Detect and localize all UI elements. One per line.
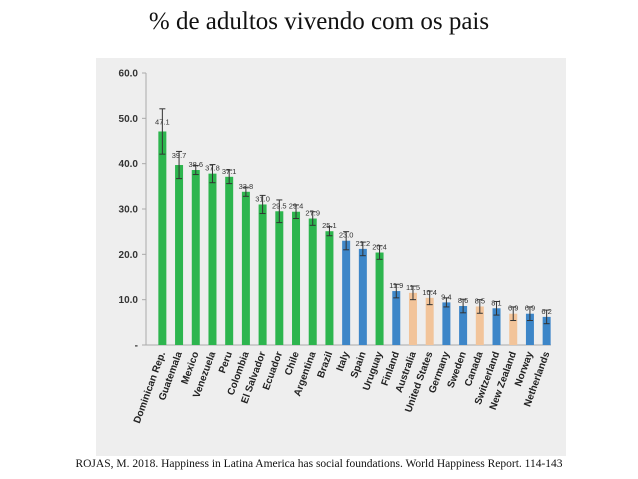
data-label: 31.0 — [255, 194, 270, 203]
data-label: 8.1 — [491, 298, 501, 307]
chart-panel: -10.0 20.0 30.0 40.0 50.0 60.0 47.1 Dominican R… — [96, 58, 566, 456]
data-label: 21.2 — [356, 239, 371, 248]
bar — [459, 306, 468, 345]
bar — [292, 211, 301, 345]
bar — [425, 297, 434, 345]
data-label: 38.6 — [188, 160, 203, 169]
bar — [208, 173, 217, 345]
data-label: 11.5 — [406, 283, 420, 292]
data-label: 20.4 — [372, 243, 387, 252]
bar — [325, 231, 334, 345]
data-label: 6.9 — [508, 304, 518, 313]
data-label: 9.4 — [441, 292, 451, 301]
bar — [258, 204, 267, 345]
bar — [342, 240, 351, 345]
y-tick-label: 30.0 — [119, 205, 139, 216]
y-tick-label: 50.0 — [119, 114, 139, 125]
data-label: 6.9 — [525, 304, 535, 313]
bar — [375, 252, 384, 345]
bar — [191, 170, 200, 345]
bar — [408, 292, 417, 345]
bar — [358, 248, 367, 345]
category-label: Peru — [217, 350, 235, 375]
data-label: 23.0 — [339, 231, 354, 240]
data-label: 25.1 — [322, 221, 337, 230]
data-label: 8.6 — [458, 296, 468, 305]
data-label: 10.4 — [422, 288, 437, 297]
y-tick-label: 40.0 — [119, 159, 139, 170]
category-label: Brazil — [316, 350, 336, 380]
y-tick-label: 10.0 — [119, 295, 139, 306]
bar — [308, 218, 317, 345]
bar — [241, 191, 250, 345]
bar — [492, 308, 501, 345]
data-label: 11.9 — [389, 281, 403, 290]
data-label: 8.5 — [475, 296, 485, 305]
data-label: 47.1 — [155, 117, 170, 126]
slide-title: % de adultos vivendo com os pais — [148, 8, 490, 35]
bar — [275, 211, 284, 345]
data-label: 29.5 — [272, 201, 287, 210]
data-label: 37.1 — [222, 167, 237, 176]
data-label: 37.8 — [205, 164, 220, 173]
data-label: 27.9 — [305, 209, 320, 218]
bar — [158, 131, 167, 345]
category-label: Italy — [335, 350, 352, 373]
bar — [175, 165, 184, 345]
bar — [225, 176, 234, 345]
data-label: 29.4 — [289, 202, 304, 211]
data-label: 33.8 — [239, 182, 254, 191]
bar — [509, 313, 518, 345]
y-tick-label: 20.0 — [119, 250, 139, 261]
bar — [542, 316, 551, 345]
data-label: 39.7 — [172, 151, 187, 160]
y-tick-label: - — [135, 341, 138, 352]
bar — [442, 302, 451, 345]
y-tick-label: 60.0 — [119, 69, 139, 80]
bar — [475, 306, 484, 345]
data-label: 6.2 — [541, 307, 551, 316]
source-caption: ROJAS, M. 2018. Happiness in Latina Amer… — [75, 458, 563, 470]
bar — [525, 313, 534, 345]
bar — [392, 291, 401, 345]
